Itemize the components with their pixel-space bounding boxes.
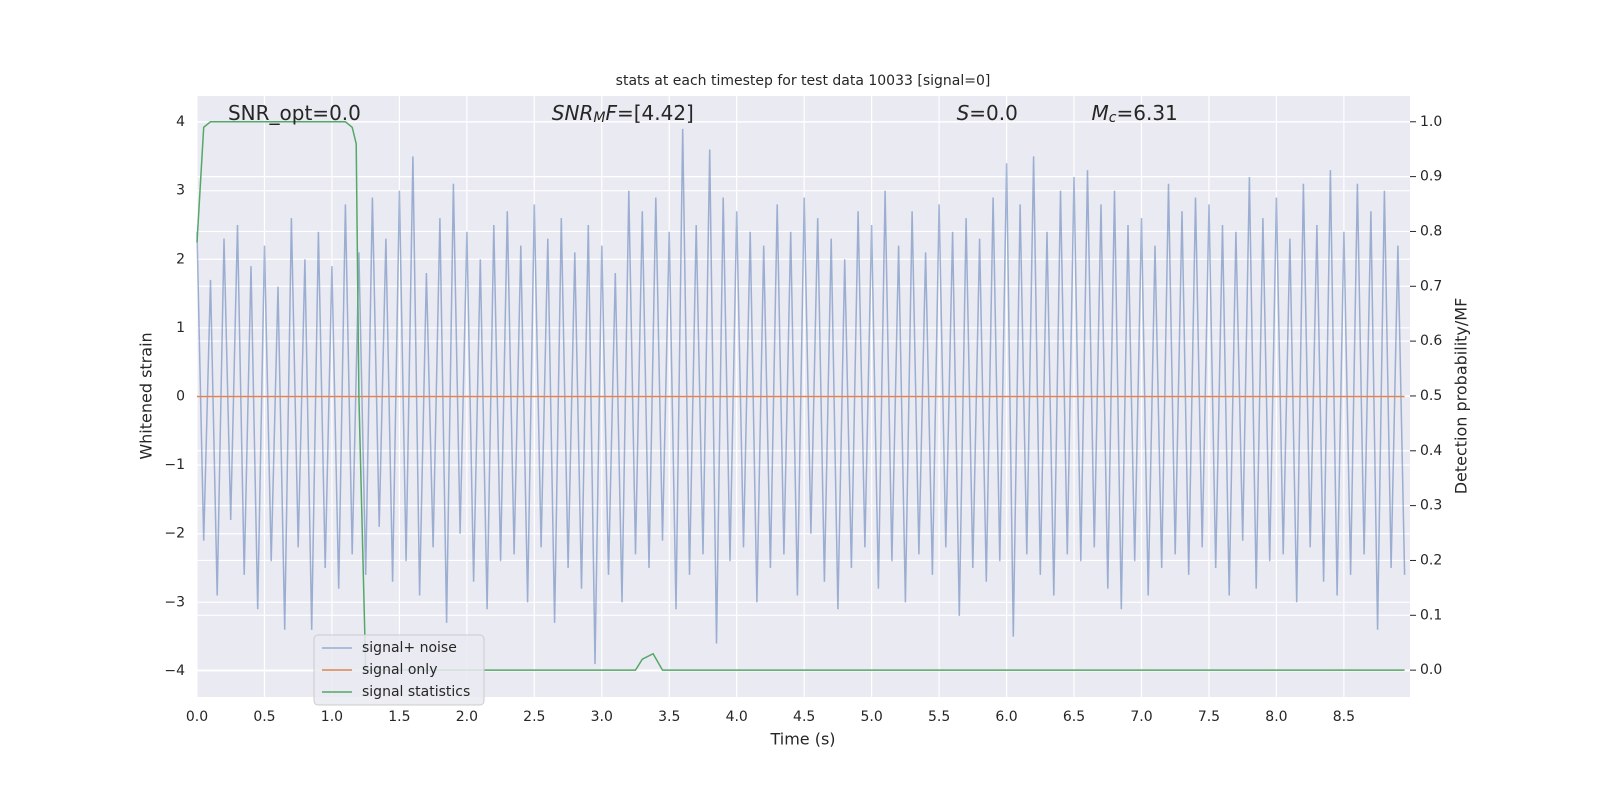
- y-tick-label: 1: [176, 320, 185, 336]
- x-tick-label: 5.5: [928, 709, 950, 725]
- annotation-part: M: [1092, 101, 1109, 125]
- annotation-part: S: [957, 101, 970, 125]
- y-tick-label: −4: [164, 663, 185, 679]
- x-tick-label: 4.5: [793, 709, 815, 725]
- annotation: SNRMF=[4.42]: [552, 101, 694, 126]
- annotation: S=0.0: [957, 101, 1018, 125]
- legend-label: signal+ noise: [362, 640, 457, 656]
- y-tick-label: 2: [176, 251, 185, 267]
- annotation-part: =6.31: [1116, 101, 1177, 125]
- y-tick-label: −3: [164, 594, 185, 610]
- y2-tick-label: 0.1: [1420, 607, 1442, 623]
- x-tick-label: 8.0: [1265, 709, 1287, 725]
- x-tick-label: 6.5: [1063, 709, 1085, 725]
- annotation-part: M: [593, 110, 605, 126]
- x-tick-label: 0.5: [253, 709, 275, 725]
- x-tick-label: 3.0: [591, 709, 613, 725]
- x-tick-label: 3.5: [658, 709, 680, 725]
- annotations: SNR_opt=0.0 SNRMF=[4.42] S=0.0 Mc=6.31: [228, 101, 1178, 126]
- y-tick-label: −2: [164, 526, 185, 542]
- y2-tick-label: 0.2: [1420, 552, 1442, 568]
- legend-label: signal statistics: [362, 684, 470, 700]
- x-tick-label: 7.5: [1198, 709, 1220, 725]
- annotation-part: =0.0: [969, 101, 1018, 125]
- legend-label: signal only: [362, 662, 437, 678]
- x-tick-label: 2.5: [523, 709, 545, 725]
- y2-tick-label: 0.7: [1420, 278, 1442, 294]
- x-tick-label: 2.0: [456, 709, 478, 725]
- x-tick-label: 1.0: [321, 709, 343, 725]
- annotation-part: =[4.42]: [617, 101, 694, 125]
- y-tick-label: 0: [176, 389, 185, 405]
- y2-tick-label: 0.4: [1420, 443, 1442, 459]
- y2-tick-label: 1.0: [1420, 114, 1442, 130]
- annotation-part: SNR_opt=0.0: [228, 101, 361, 125]
- y-tick-label: −1: [164, 457, 185, 473]
- y-tick-label: 4: [176, 114, 185, 130]
- y2-tick-label: 0.0: [1420, 662, 1442, 678]
- annotation-part: SNR: [552, 101, 594, 125]
- x-tick-label: 4.0: [726, 709, 748, 725]
- y-tick-label: 3: [176, 183, 185, 199]
- chart-title: stats at each timestep for test data 100…: [616, 73, 991, 89]
- annotation-part: c: [1109, 110, 1117, 126]
- annotation-part: F: [605, 101, 617, 125]
- annotation: SNR_opt=0.0: [228, 101, 361, 125]
- y-axis-label: Whitened strain: [137, 332, 156, 459]
- legend: signal+ noise signal only signal statistic…: [313, 634, 485, 706]
- y2-axis-label: Detection probability/MF: [1452, 298, 1471, 495]
- x-tick-label: 5.0: [861, 709, 883, 725]
- y2-tick-label: 0.8: [1420, 223, 1442, 239]
- ticks: 0.0 0.5 1.0 1.5 2.0 2.5 3.0 3.5 4.0 4.5 5.0 5.5 6.0 6…: [164, 114, 1442, 725]
- legend-box: [313, 634, 485, 706]
- x-tick-label: 7.0: [1130, 709, 1152, 725]
- y2-tick-label: 0.3: [1420, 498, 1442, 514]
- y2-tick-label: 0.6: [1420, 333, 1442, 349]
- x-tick-label: 1.5: [388, 709, 410, 725]
- x-tick-label: 8.5: [1333, 709, 1355, 725]
- annotation: Mc=6.31: [1092, 101, 1178, 126]
- x-axis-label: Time (s): [769, 730, 835, 749]
- x-tick-label: 0.0: [186, 709, 208, 725]
- x-tick-label: 6.0: [995, 709, 1017, 725]
- y2-tick-label: 0.9: [1420, 169, 1442, 185]
- y2-tick-label: 0.5: [1420, 388, 1442, 404]
